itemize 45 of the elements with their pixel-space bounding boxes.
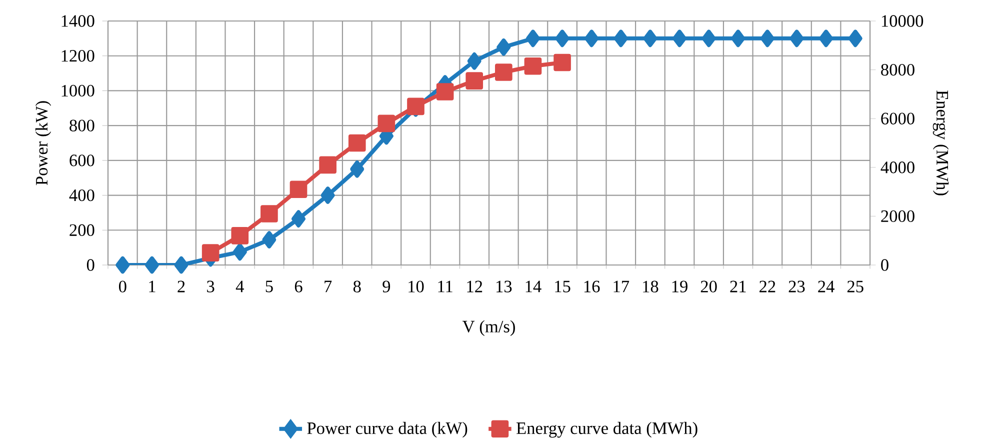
y-tick-label: 600 [70,154,94,166]
x-tick-label: 3 [207,280,214,292]
x-tick-label: 12 [467,280,482,292]
x-tick-label: 18 [643,280,658,292]
y2-tick-label: 6000 [881,112,914,124]
x-tick-label: 23 [788,280,805,292]
x-tick-label: 16 [584,280,600,292]
x-tick-label: 5 [266,280,273,292]
x-tick-label: 15 [555,280,570,292]
y-tick-label: 400 [69,189,94,202]
x-tick-label: 11 [438,280,452,292]
x-tick-label: 17 [614,280,630,292]
y2-axis-title: Energy (MWh) [932,90,949,196]
y-tick-label: 800 [70,120,94,132]
x-tick-label: 10 [408,280,424,292]
x-tick-label: 24 [818,280,834,292]
x-tick-label: 9 [382,280,390,292]
y2-tick-label: 2000 [881,210,914,222]
legend-label: Energy curve data (MWh) [516,422,698,438]
x-tick-label: 21 [730,280,746,292]
x-tick-label: 6 [294,280,302,292]
x-tick-label: 2 [178,280,185,292]
y-tick-label: 1400 [62,15,94,27]
y2-tick-label: 0 [881,259,888,271]
y-tick-label: 0 [86,259,94,271]
x-tick-label: 14 [526,280,542,292]
x-tick-label: 0 [118,280,126,292]
legend-label: Power curve data (kW) [307,422,468,438]
y-axis-title: Power (kW) [35,101,52,185]
x-tick-label: 4 [236,280,244,292]
x-tick-label: 8 [353,280,361,292]
x-tick-label: 1 [149,280,156,292]
x-axis-title: V (m/s) [462,320,515,336]
x-tick-label: 19 [672,280,688,292]
y2-tick-label: 8000 [881,64,914,76]
x-tick-label: 25 [847,280,864,292]
x-tick-label: 13 [496,280,512,292]
y-tick-label: 200 [70,224,94,236]
y-tick-label: 1200 [62,50,94,62]
x-tick-label: 7 [324,280,332,292]
y-tick-label: 1000 [62,84,94,96]
x-tick-label: 20 [700,280,717,292]
y2-tick-label: 10000 [882,15,924,27]
y2-tick-label: 4000 [880,161,914,174]
x-tick-label: 22 [760,280,776,292]
